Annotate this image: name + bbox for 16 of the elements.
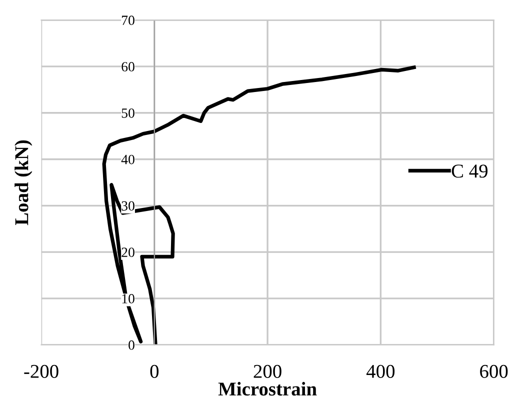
y-tick-label: 0 — [128, 340, 134, 350]
y-tick-label: 20 — [122, 248, 134, 258]
x-tick-label: 400 — [366, 364, 395, 378]
y-tick-label: 30 — [122, 201, 134, 211]
y-tick-label: 50 — [122, 108, 134, 118]
y-axis-title: Load (kN) — [14, 140, 32, 226]
legend-label: C 49 — [452, 164, 488, 178]
x-tick-label: -200 — [24, 364, 58, 378]
y-tick-label: 40 — [121, 154, 134, 164]
x-tick-label: 200 — [254, 364, 282, 378]
x-axis-title: Microstrain — [218, 382, 317, 396]
y-tick-label: 60 — [122, 62, 134, 72]
x-tick-label: 600 — [480, 364, 508, 378]
x-tick-label: 0 — [150, 364, 159, 378]
y-tick-label: 10 — [122, 294, 134, 304]
y-tick-label: 70 — [122, 16, 134, 26]
